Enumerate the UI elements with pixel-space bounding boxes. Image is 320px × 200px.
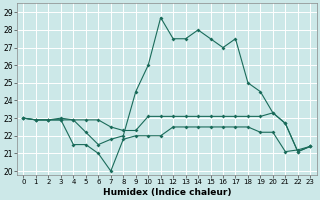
- X-axis label: Humidex (Indice chaleur): Humidex (Indice chaleur): [103, 188, 231, 197]
